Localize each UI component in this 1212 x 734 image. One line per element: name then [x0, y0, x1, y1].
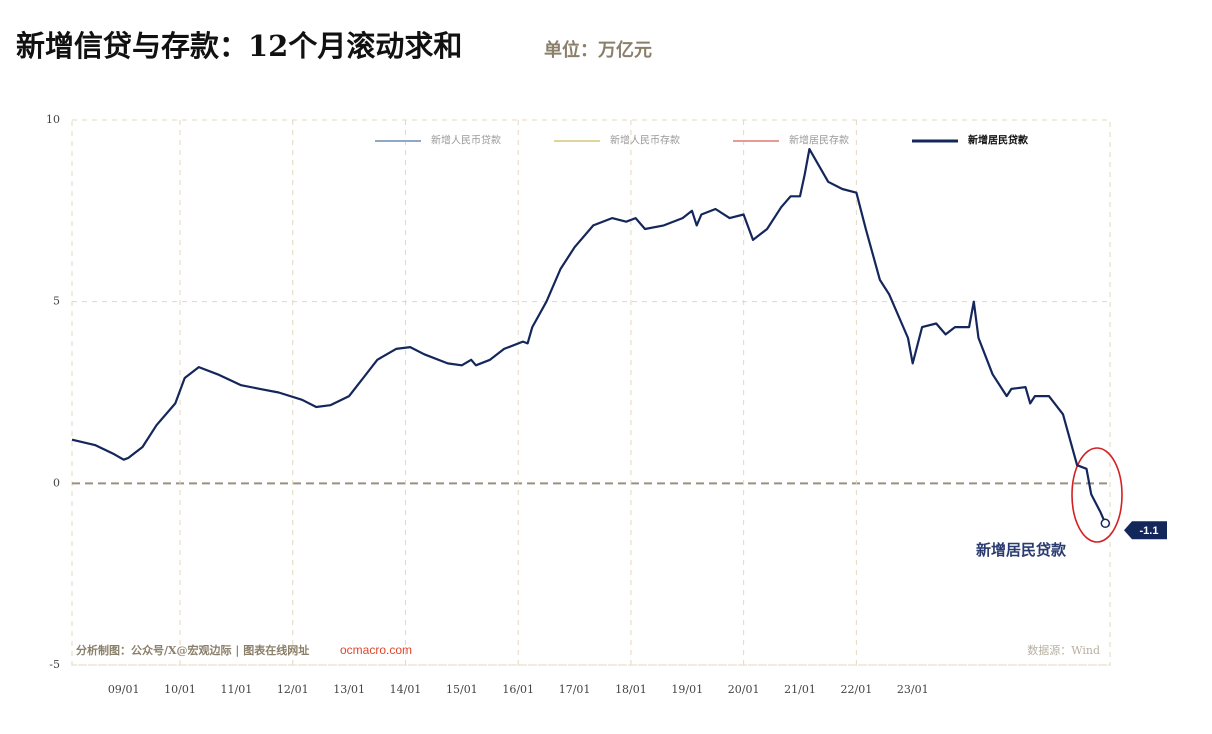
- legend-label[interactable]: 新增人民币存款: [610, 134, 680, 147]
- x-tick-label: 12/01: [277, 683, 309, 696]
- plot-frame: [71, 119, 1111, 666]
- x-tick-label: 11/01: [221, 683, 253, 696]
- highlight-ellipse: [1071, 447, 1123, 543]
- x-tick-label: 22/01: [841, 683, 873, 696]
- y-tick-label: 10: [46, 113, 60, 126]
- chart-title: 新增信贷与存款：12个月滚动求和: [16, 29, 462, 63]
- x-tick-label: 20/01: [728, 683, 760, 696]
- legend-label[interactable]: 新增人民币贷款: [431, 134, 501, 147]
- y-tick-label: 5: [53, 295, 60, 308]
- credit-url: ocmacro.com: [340, 643, 412, 657]
- annotation: 新增居民贷款: [976, 541, 1067, 559]
- x-tick-label: 09/01: [108, 683, 140, 696]
- x-tick-label: 21/01: [784, 683, 816, 696]
- x-tick-label: 19/01: [671, 683, 703, 696]
- x-tick-label: 17/01: [559, 683, 591, 696]
- x-tick-label: 10/01: [164, 683, 196, 696]
- y-tick-label: -5: [49, 658, 60, 671]
- x-tick-label: 18/01: [615, 683, 647, 696]
- legend-label[interactable]: 新增居民存款: [789, 134, 849, 147]
- source: 数据源：Wind: [1027, 643, 1100, 657]
- chart-subtitle: 单位：万亿元: [544, 39, 652, 61]
- x-tick-label: 16/01: [502, 683, 534, 696]
- x-tick-label: 15/01: [446, 683, 478, 696]
- legend-label[interactable]: 新增居民贷款: [968, 134, 1029, 147]
- last-point: [1100, 518, 1111, 529]
- series-line: [71, 148, 1107, 524]
- credit: 分析制图：公众号/X@宏观边际 | 图表在线网址: [76, 643, 309, 657]
- value-tag: [1124, 521, 1167, 540]
- x-tick-label: 23/01: [897, 683, 929, 696]
- x-tick-label: 13/01: [333, 683, 365, 696]
- x-tick-label: 14/01: [390, 683, 422, 696]
- y-tick-label: 0: [53, 476, 60, 489]
- value-label: -1.1: [1140, 525, 1159, 537]
